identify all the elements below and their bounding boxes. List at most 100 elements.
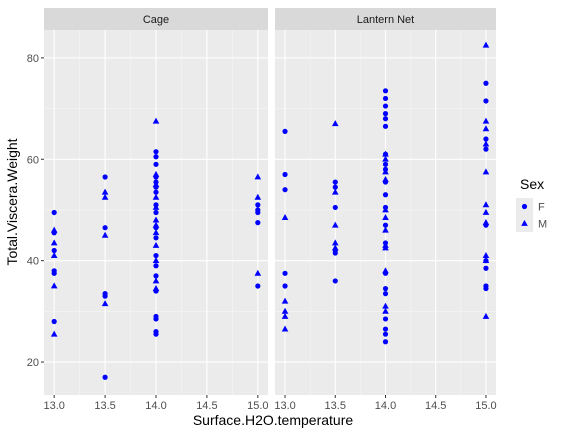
data-point-circle xyxy=(382,161,389,167)
data-point-triangle xyxy=(482,41,490,48)
data-point-triangle xyxy=(382,155,389,162)
series-M xyxy=(50,117,262,337)
data-point-circle xyxy=(51,209,57,216)
data-point-triangle xyxy=(254,269,262,276)
data-point-triangle xyxy=(382,244,389,251)
data-point-triangle xyxy=(482,208,490,215)
data-point-circle xyxy=(483,136,489,142)
data-point-triangle xyxy=(152,203,160,210)
data-point-triangle xyxy=(382,307,389,314)
data-point-circle xyxy=(382,192,389,198)
data-point-circle xyxy=(382,285,389,292)
data-point-circle xyxy=(332,179,338,185)
x-tick-label: 13.5 xyxy=(94,400,115,412)
x-tick-label: 15.0 xyxy=(247,400,268,412)
data-point-circle xyxy=(483,98,489,104)
data-point-triangle xyxy=(331,120,339,127)
data-point-circle xyxy=(382,88,389,94)
data-point-triangle xyxy=(101,300,109,307)
y-axis: 20 40 60 80 xyxy=(27,53,44,369)
legend-label: F xyxy=(538,202,545,214)
data-point-triangle xyxy=(50,226,58,233)
data-point-triangle xyxy=(152,241,160,248)
data-point-triangle xyxy=(281,297,289,304)
legend: Sex FM xyxy=(516,176,547,232)
data-point-circle xyxy=(153,273,159,279)
data-point-triangle xyxy=(152,284,160,291)
data-point-circle xyxy=(483,285,489,292)
data-point-triangle xyxy=(382,213,389,220)
y-tick-label: 60 xyxy=(27,154,39,166)
data-point-triangle xyxy=(482,168,490,175)
y-tick-label: 40 xyxy=(27,256,39,268)
data-point-triangle xyxy=(101,188,109,195)
data-point-triangle xyxy=(50,251,58,258)
x-tick-label: 15.0 xyxy=(475,400,496,412)
data-point-triangle xyxy=(50,330,58,337)
facet-strip xyxy=(44,8,268,30)
data-point-triangle xyxy=(382,267,389,274)
data-point-circle xyxy=(382,116,389,122)
data-point-triangle xyxy=(152,221,160,228)
facet-strip-label: Lantern Net xyxy=(357,14,414,26)
data-point-circle xyxy=(282,187,288,193)
data-point-triangle xyxy=(331,244,339,251)
data-point-triangle xyxy=(482,251,490,258)
data-point-circle xyxy=(382,291,389,297)
data-point-triangle xyxy=(152,229,160,236)
data-point-triangle xyxy=(281,312,289,319)
data-point-circle xyxy=(255,202,261,208)
y-tick-label: 80 xyxy=(27,53,39,65)
data-point-circle xyxy=(282,270,288,276)
data-point-circle xyxy=(102,293,108,299)
data-point-triangle xyxy=(281,325,289,332)
x-tick-label: 14.5 xyxy=(425,400,446,412)
data-point-triangle xyxy=(254,193,262,200)
data-point-triangle xyxy=(382,302,389,309)
data-point-triangle xyxy=(152,216,160,223)
x-axes: 13.0 13.5 14.0 14.5 15.0 13.0 13.5 14.0 14.5 15.0 xyxy=(43,395,497,412)
facet-panel: Cage xyxy=(44,8,268,395)
data-point-circle xyxy=(153,149,159,155)
data-point-triangle xyxy=(152,193,160,200)
data-point-circle xyxy=(102,225,108,231)
data-point-triangle xyxy=(482,125,490,132)
legend-triangle-marker xyxy=(521,219,528,226)
x-tick-label: 14.5 xyxy=(196,400,217,412)
facet-strip xyxy=(275,8,496,30)
facet-panels: Cage Lantern Net xyxy=(44,8,496,395)
facet-panel: Lantern Net xyxy=(275,8,496,395)
data-point-circle xyxy=(382,222,389,228)
data-point-circle xyxy=(153,263,159,269)
data-point-circle xyxy=(282,171,288,178)
data-point-triangle xyxy=(382,150,389,157)
legend-entry: F xyxy=(516,198,545,215)
data-point-circle xyxy=(382,95,389,102)
data-point-circle xyxy=(332,278,338,284)
data-point-circle xyxy=(255,209,261,216)
x-tick-label: 13.5 xyxy=(325,400,346,412)
data-point-triangle xyxy=(50,282,58,289)
data-point-triangle xyxy=(482,257,490,264)
data-point-triangle xyxy=(482,201,490,208)
data-point-circle xyxy=(102,174,108,180)
legend-label: M xyxy=(538,219,547,231)
data-point-triangle xyxy=(482,117,490,124)
data-point-triangle xyxy=(152,277,160,284)
x-axis-title: Surface.H2O.temperature xyxy=(193,412,354,428)
data-point-triangle xyxy=(482,140,490,147)
data-point-circle xyxy=(382,103,389,109)
data-point-circle xyxy=(382,111,389,117)
data-point-triangle xyxy=(382,226,389,233)
legend-entry: M xyxy=(516,215,547,232)
data-point-circle xyxy=(153,331,159,337)
data-point-circle xyxy=(51,270,57,276)
data-point-circle xyxy=(153,161,159,167)
data-point-circle xyxy=(382,331,389,337)
data-point-circle xyxy=(382,123,389,129)
data-point-circle xyxy=(332,184,338,190)
data-point-circle xyxy=(153,154,159,160)
data-point-triangle xyxy=(331,188,339,195)
y-axis-title: Total.Viscera.Weight xyxy=(4,138,20,265)
data-point-circle xyxy=(255,220,261,226)
